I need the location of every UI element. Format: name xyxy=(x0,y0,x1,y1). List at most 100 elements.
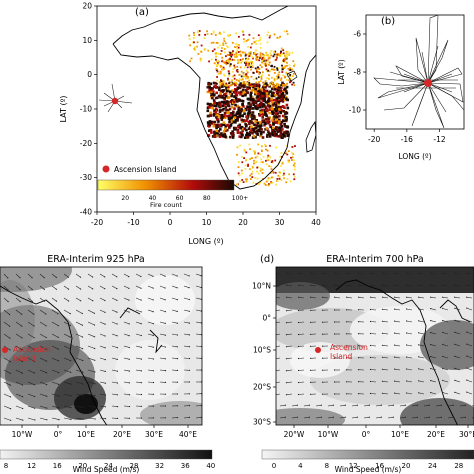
fire-pixel xyxy=(228,114,231,118)
fire-pixel xyxy=(278,91,282,94)
fire-pixel xyxy=(279,35,281,38)
wind-vector-head xyxy=(21,372,23,374)
wind-vector xyxy=(27,285,33,290)
fire-pixel xyxy=(244,61,246,64)
wind-vector-head xyxy=(332,404,334,406)
fire-pixel xyxy=(275,55,278,58)
fire-pixel xyxy=(249,84,252,86)
fire-pixel xyxy=(231,132,235,135)
wind-vector xyxy=(183,309,190,312)
wind-vector-head xyxy=(369,380,372,383)
panel-b-label: (b) xyxy=(381,16,395,27)
wind-vector xyxy=(406,296,413,299)
fire-pixel xyxy=(226,88,230,91)
fire-pixel xyxy=(281,100,285,103)
fire-pixel xyxy=(208,105,211,109)
fire-pixel xyxy=(216,70,219,73)
wind-vector xyxy=(39,309,47,315)
fire-pixel xyxy=(247,132,251,136)
wind-vector-head xyxy=(22,407,24,410)
wind-vector-head xyxy=(406,308,408,310)
wind-vector xyxy=(99,345,106,349)
wind-vector-head xyxy=(68,300,70,302)
fire-pixel xyxy=(268,108,272,111)
fire-pixel xyxy=(270,106,274,110)
y-tick-label-d: 0° xyxy=(262,314,271,323)
fire-pixel xyxy=(264,100,268,104)
fire-pixel xyxy=(247,102,250,105)
panel-a-fire-map: Ascension Island 20 40 60 80 100+ Fire count… xyxy=(59,2,321,247)
fire-pixel xyxy=(242,52,245,55)
fire-pixel xyxy=(248,97,252,101)
wind-colorbar-c-tick-label: 20 xyxy=(78,462,87,470)
fire-pixel xyxy=(259,134,262,138)
fire-pixel xyxy=(266,159,269,162)
fire-pixel xyxy=(235,89,238,92)
fire-pixel xyxy=(236,47,239,50)
wind-vector xyxy=(123,393,130,395)
fire-pixel xyxy=(228,81,231,84)
fire-pixel xyxy=(273,131,276,134)
wind-vector xyxy=(315,404,322,407)
y-tick-label-b: -6 xyxy=(354,30,362,39)
wind-vector-head xyxy=(296,416,298,418)
fire-pixel xyxy=(215,104,218,108)
wind-vector-head xyxy=(21,360,23,363)
wind-vector xyxy=(394,344,401,347)
wind-vector-head xyxy=(345,357,348,359)
wind-vector-head xyxy=(176,275,178,277)
wind-vector xyxy=(334,296,341,299)
fire-pixel xyxy=(246,82,249,85)
fire-pixel xyxy=(215,123,219,127)
fire-pixel xyxy=(259,181,262,184)
fire-pixel xyxy=(240,120,244,123)
fire-pixel xyxy=(241,129,245,132)
fire-pixel xyxy=(288,159,291,162)
fire-pixel xyxy=(212,90,215,93)
wind-vector xyxy=(111,369,118,372)
fire-pixel xyxy=(264,108,268,112)
wind-vector-head xyxy=(164,405,167,407)
fire-pixel xyxy=(238,80,240,82)
wind-vector-head xyxy=(274,358,275,359)
fire-pixel xyxy=(243,149,246,152)
fire-pixel xyxy=(228,35,231,37)
wind-vector-head xyxy=(81,312,83,315)
fire-pixel xyxy=(192,37,195,39)
fire-pixel xyxy=(188,38,191,40)
fire-pixel xyxy=(275,119,278,123)
fire-pixel xyxy=(237,51,240,53)
fire-pixel xyxy=(287,67,290,70)
fire-pixel xyxy=(214,34,217,36)
wind-vector xyxy=(298,272,305,275)
wind-vector-head xyxy=(454,343,456,345)
wind-vector-head xyxy=(9,384,11,386)
fire-pixel xyxy=(280,47,283,50)
fire-pixel xyxy=(292,81,295,84)
wind-vector xyxy=(298,321,305,323)
fire-pixel xyxy=(223,104,226,107)
wind-colorbar-c-title: Wind Speed (m/s) xyxy=(73,465,140,474)
fire-pixel xyxy=(278,94,281,97)
wind-vector xyxy=(370,333,377,335)
wind-vector xyxy=(406,272,413,275)
fire-pixel xyxy=(254,128,257,132)
wind-vector-head xyxy=(80,288,82,290)
wind-vector xyxy=(406,344,413,347)
fire-pixel xyxy=(224,102,228,105)
wind-vector xyxy=(291,416,298,419)
wind-vector xyxy=(183,417,190,419)
fire-pixel xyxy=(280,77,283,80)
fire-pixel xyxy=(281,95,284,98)
fire-pixel xyxy=(224,51,226,54)
wind-vector xyxy=(51,357,59,362)
wind-vector xyxy=(406,308,413,311)
fire-pixel xyxy=(190,57,193,60)
fire-pixel xyxy=(277,120,281,123)
wind-vector xyxy=(123,309,130,313)
fire-pixel xyxy=(276,89,280,92)
wind-vector xyxy=(63,417,72,420)
wind-vector-head xyxy=(334,272,336,274)
wind-vector-head xyxy=(332,416,334,418)
fire-pixel xyxy=(286,82,288,85)
